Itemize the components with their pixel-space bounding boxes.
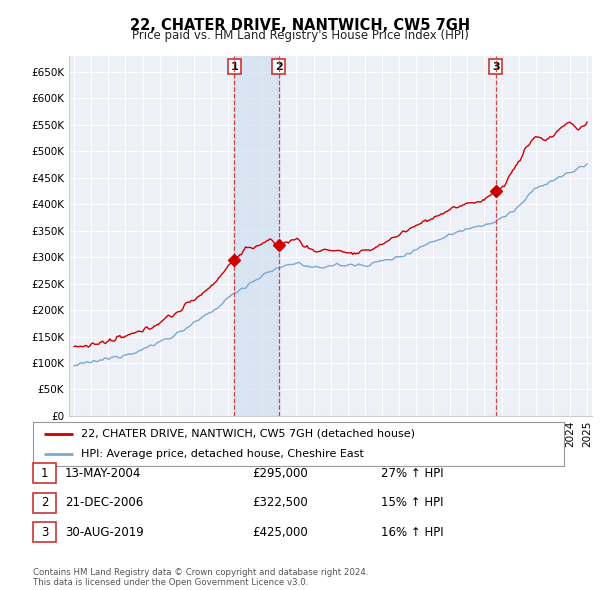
Text: 22, CHATER DRIVE, NANTWICH, CW5 7GH: 22, CHATER DRIVE, NANTWICH, CW5 7GH [130, 18, 470, 32]
Text: Price paid vs. HM Land Registry's House Price Index (HPI): Price paid vs. HM Land Registry's House … [131, 30, 469, 42]
Text: Contains HM Land Registry data © Crown copyright and database right 2024.
This d: Contains HM Land Registry data © Crown c… [33, 568, 368, 587]
Text: HPI: Average price, detached house, Cheshire East: HPI: Average price, detached house, Ches… [81, 449, 364, 459]
Text: 2: 2 [275, 61, 283, 71]
Text: £295,000: £295,000 [252, 467, 308, 480]
Text: 27% ↑ HPI: 27% ↑ HPI [381, 467, 443, 480]
Text: 16% ↑ HPI: 16% ↑ HPI [381, 526, 443, 539]
Text: 3: 3 [492, 61, 500, 71]
Text: 22, CHATER DRIVE, NANTWICH, CW5 7GH (detached house): 22, CHATER DRIVE, NANTWICH, CW5 7GH (det… [81, 429, 415, 439]
Text: £322,500: £322,500 [252, 496, 308, 509]
Text: £425,000: £425,000 [252, 526, 308, 539]
Text: 1: 1 [230, 61, 238, 71]
Text: 15% ↑ HPI: 15% ↑ HPI [381, 496, 443, 509]
Text: 13-MAY-2004: 13-MAY-2004 [65, 467, 141, 480]
Text: 21-DEC-2006: 21-DEC-2006 [65, 496, 143, 509]
Bar [234, 56, 279, 416]
Text: 30-AUG-2019: 30-AUG-2019 [65, 526, 143, 539]
Text: 2: 2 [41, 496, 48, 509]
Text: 1: 1 [41, 467, 48, 480]
Text: 3: 3 [41, 526, 48, 539]
